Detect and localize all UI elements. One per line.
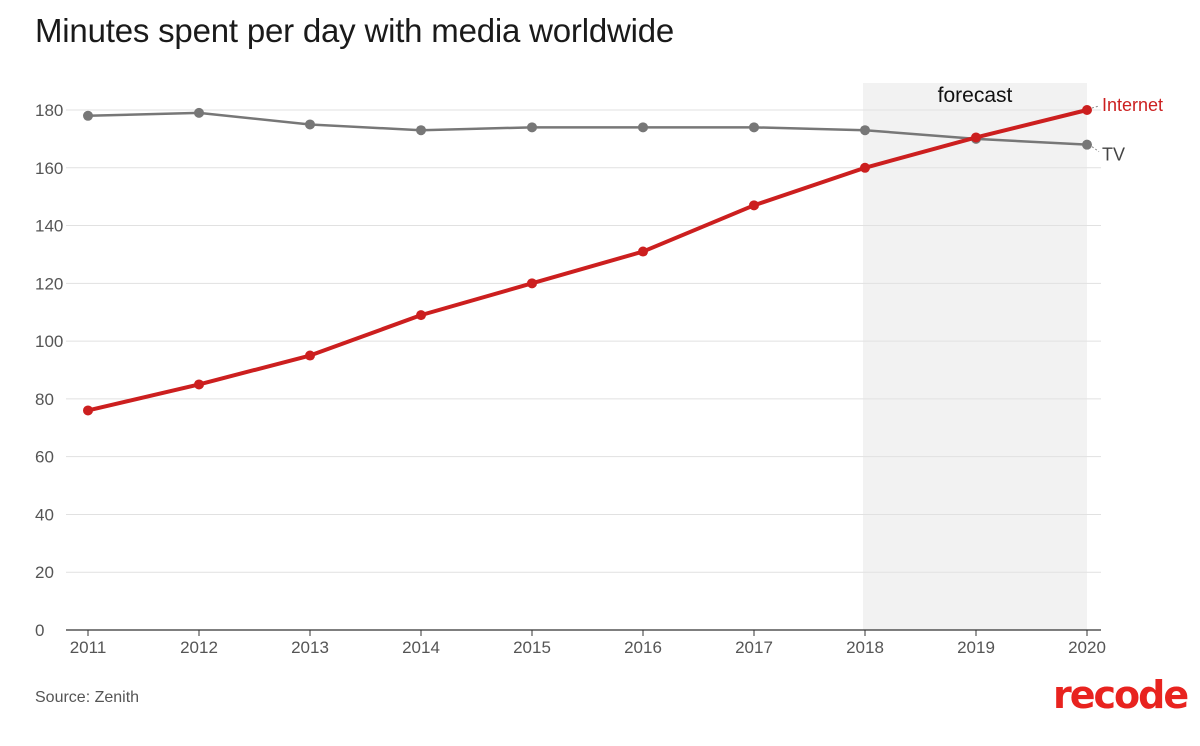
y-tick-label: 120 [35, 274, 63, 293]
forecast-band [863, 83, 1087, 630]
y-tick-label: 40 [35, 505, 54, 524]
x-tick-label: 2018 [846, 638, 884, 657]
x-tick-label: 2011 [70, 638, 107, 657]
internet-point [416, 310, 426, 321]
y-tick-label: 60 [35, 448, 54, 467]
y-tick-label: 160 [35, 159, 63, 178]
tv-point [749, 122, 759, 133]
internet-point [749, 200, 759, 211]
tv-line [86, 111, 1089, 146]
tv-point [416, 125, 426, 136]
y-tick-label: 0 [35, 621, 44, 640]
x-tick-label: 2015 [513, 638, 551, 657]
internet-point [83, 405, 93, 416]
y-tick-label: 180 [35, 101, 63, 120]
y-tick-label: 140 [35, 217, 63, 236]
x-tick-label: 2013 [291, 638, 329, 657]
tv-point [1082, 139, 1092, 150]
recode-logo: recode [1053, 673, 1189, 717]
x-tick-label: 2019 [957, 638, 995, 657]
chart-title: Minutes spent per day with media worldwi… [35, 12, 675, 49]
tv-point [860, 125, 870, 136]
x-tick-label: 2014 [402, 638, 440, 657]
forecast-label: forecast [938, 84, 1013, 107]
x-tick-label: 2016 [624, 638, 662, 657]
tv-label-leader [1091, 146, 1100, 153]
x-tick-label: 2017 [735, 638, 773, 657]
y-tick-label: 100 [35, 332, 63, 351]
internet-point [305, 350, 315, 361]
x-tick-label: 2012 [180, 638, 218, 657]
tv-point [305, 119, 315, 130]
tv-series-label: TV [1102, 145, 1125, 165]
internet-point [638, 246, 648, 257]
tv-point [527, 122, 537, 133]
internet-point [971, 132, 981, 143]
tv-point [83, 110, 93, 121]
y-tick-label: 80 [35, 390, 54, 409]
internet-series-label: Internet [1102, 95, 1163, 115]
internet-point [1082, 105, 1092, 115]
tv-point [194, 107, 204, 118]
internet-point [194, 379, 204, 390]
internet-label-leader [1091, 105, 1100, 109]
tv-point [638, 122, 648, 133]
y-tick-label: 20 [35, 563, 54, 582]
internet-point [527, 278, 537, 289]
internet-line [86, 108, 1089, 413]
internet-point [860, 162, 870, 173]
source-note: Source: Zenith [35, 689, 140, 706]
x-tick-label: 2020 [1068, 638, 1106, 657]
